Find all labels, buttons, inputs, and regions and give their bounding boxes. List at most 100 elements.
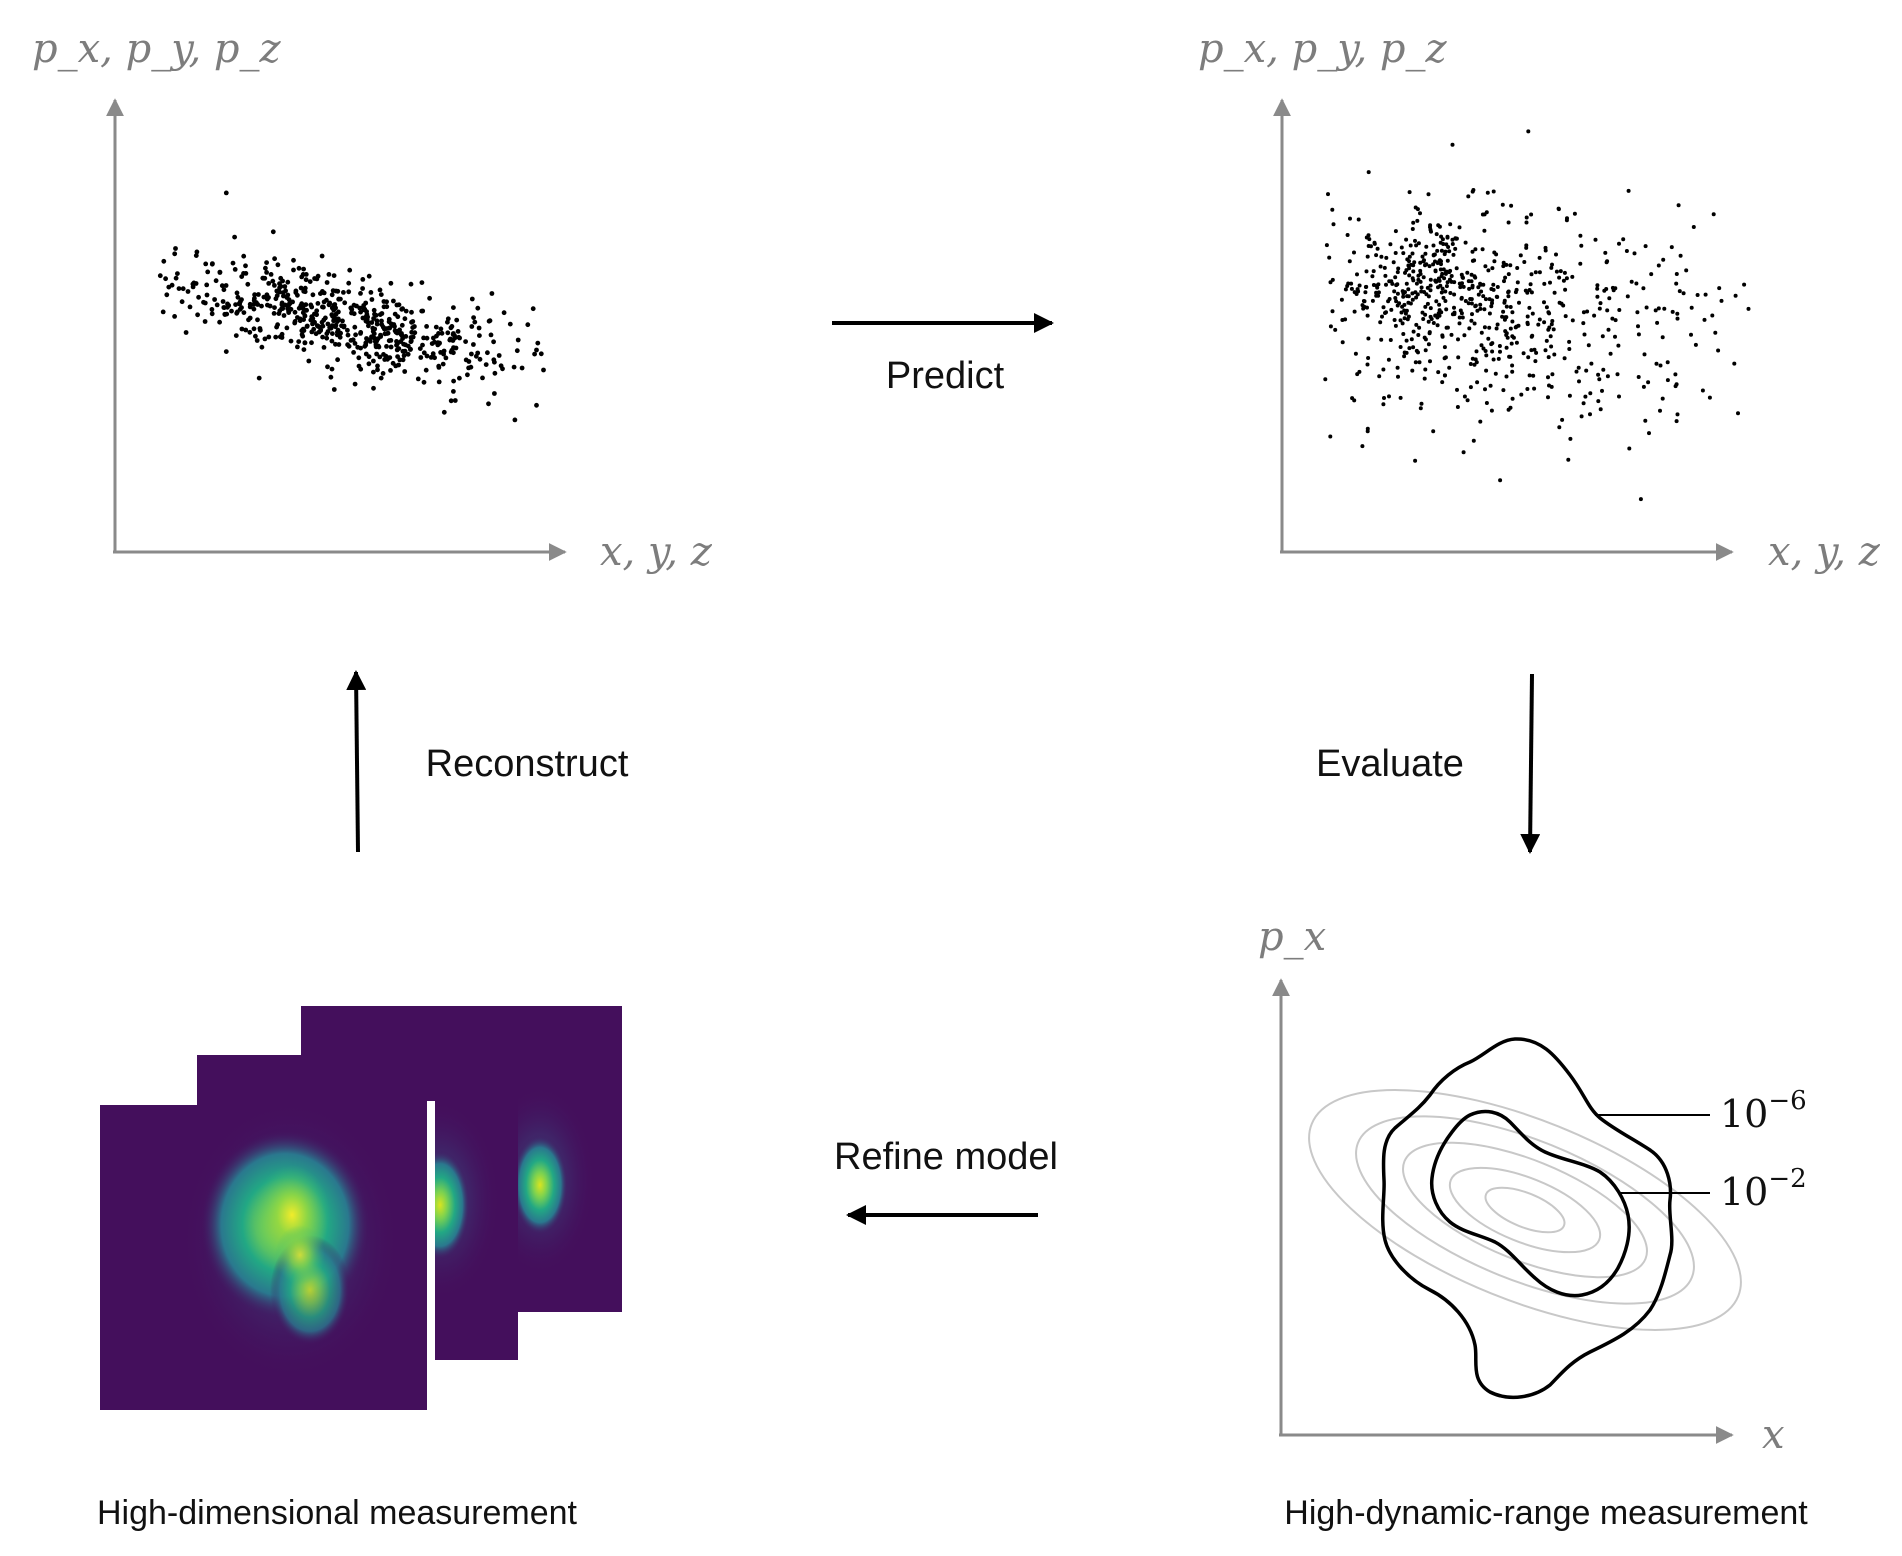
scatter-point bbox=[1458, 285, 1463, 290]
scatter-point bbox=[1442, 373, 1447, 378]
scatter-point bbox=[348, 305, 354, 311]
scatter-point bbox=[1444, 307, 1449, 312]
scatter-point bbox=[534, 347, 539, 353]
scatter-point bbox=[1404, 338, 1409, 343]
scatter-point bbox=[1693, 342, 1698, 347]
scatter-point bbox=[301, 347, 307, 352]
scatter-point bbox=[1595, 283, 1600, 288]
scatter-point bbox=[1506, 294, 1511, 299]
evaluate-arrow bbox=[1520, 673, 1541, 854]
scatter-point bbox=[1665, 378, 1670, 383]
scatter-point bbox=[1508, 305, 1513, 309]
scatter-point bbox=[1548, 334, 1553, 339]
scatter-point bbox=[1323, 377, 1328, 382]
scatter-point bbox=[500, 366, 505, 372]
scatter-point bbox=[1525, 314, 1530, 319]
scatter-point bbox=[421, 335, 426, 341]
scatter-points bbox=[157, 190, 546, 423]
scatter-point bbox=[385, 356, 390, 362]
scatter-point bbox=[284, 295, 290, 300]
scatter-point bbox=[1468, 362, 1473, 366]
scatter-point bbox=[1453, 246, 1458, 251]
scatter-point bbox=[1508, 354, 1513, 359]
scatter-point bbox=[1328, 280, 1333, 285]
scatter-point bbox=[1357, 369, 1362, 374]
scatter-point bbox=[272, 305, 277, 310]
scatter-point bbox=[1483, 264, 1488, 269]
scatter-point bbox=[320, 304, 325, 310]
scatter-point bbox=[1527, 288, 1532, 292]
scatter-point bbox=[388, 344, 394, 350]
scatter-point bbox=[1479, 330, 1484, 335]
scatter-point bbox=[471, 315, 476, 320]
scatter-point bbox=[1379, 254, 1384, 259]
scatter-point bbox=[1691, 225, 1696, 229]
scatter-point bbox=[266, 334, 272, 340]
scatter-point bbox=[1647, 431, 1651, 436]
scatter-point bbox=[1469, 318, 1474, 323]
scatter-point bbox=[384, 299, 389, 305]
scatter-point bbox=[449, 324, 455, 329]
scatter-point bbox=[1440, 333, 1445, 338]
scatter-point bbox=[292, 319, 298, 324]
scatter-point bbox=[392, 324, 397, 329]
scatter-point bbox=[1395, 291, 1400, 296]
scatter-point bbox=[1383, 273, 1388, 278]
scatter-point bbox=[1589, 361, 1594, 366]
scatter-point bbox=[1411, 345, 1416, 350]
scatter-point bbox=[1504, 374, 1509, 379]
scatter-point bbox=[1665, 360, 1670, 365]
scatter-point bbox=[1521, 351, 1526, 356]
scatter-point bbox=[1472, 362, 1477, 367]
scatter-point bbox=[1469, 301, 1474, 306]
scatter-point bbox=[1559, 301, 1564, 306]
scatter-point bbox=[1554, 269, 1559, 274]
scatter-point bbox=[1585, 309, 1590, 314]
scatter-point bbox=[1443, 249, 1448, 254]
scatter-point bbox=[466, 365, 471, 371]
scatter-point bbox=[1461, 284, 1466, 289]
scatter-point bbox=[245, 281, 251, 287]
scatter-point bbox=[1378, 264, 1383, 269]
scatter-point bbox=[291, 257, 296, 263]
scatter-point bbox=[1328, 434, 1333, 439]
scatter-point bbox=[1434, 232, 1439, 237]
scatter-point bbox=[1463, 240, 1468, 245]
scatter-point bbox=[1479, 343, 1484, 348]
scatter-point bbox=[1634, 281, 1639, 286]
scatter-point bbox=[1423, 304, 1428, 309]
scatter-point bbox=[299, 274, 305, 280]
scatter-point bbox=[346, 289, 352, 295]
scatter-point bbox=[1401, 294, 1406, 299]
scatter-point bbox=[1462, 394, 1467, 399]
scatter-point bbox=[1388, 338, 1393, 342]
scatter-point bbox=[318, 327, 324, 333]
scatter-point bbox=[1437, 278, 1442, 283]
scatter-point bbox=[410, 334, 416, 340]
scatter-point bbox=[329, 338, 335, 344]
scatter-point bbox=[275, 322, 280, 328]
scatter-point bbox=[1518, 253, 1523, 258]
scatter-point bbox=[331, 387, 337, 392]
scatter-point bbox=[304, 307, 309, 313]
scatter-point bbox=[366, 361, 372, 367]
scatter-point bbox=[1500, 202, 1505, 207]
scatter-point bbox=[251, 326, 257, 332]
scatter-point bbox=[1405, 317, 1410, 322]
scatter-point bbox=[1479, 289, 1484, 294]
scatter-point bbox=[1710, 313, 1715, 318]
scatter-point bbox=[325, 321, 331, 327]
scatter-point bbox=[1478, 282, 1483, 287]
scatter-point bbox=[1494, 326, 1499, 331]
scatter-point bbox=[1475, 308, 1480, 313]
scatter-point bbox=[350, 337, 356, 343]
scatter-point bbox=[1488, 383, 1493, 388]
scatter-point bbox=[219, 283, 225, 289]
scatter-point bbox=[388, 368, 393, 373]
scatter-point bbox=[1461, 450, 1466, 455]
scatter-point bbox=[333, 322, 339, 328]
scatter-point bbox=[1428, 359, 1432, 364]
scatter-point bbox=[1610, 316, 1615, 321]
scatter-point bbox=[380, 371, 386, 376]
scatter-point bbox=[1546, 310, 1551, 315]
